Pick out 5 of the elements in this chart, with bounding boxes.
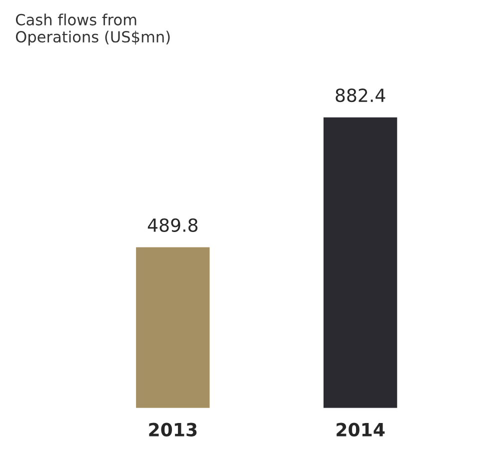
x-tick-label: 2013: [149, 422, 197, 436]
x-tick-label: 2014: [336, 422, 385, 436]
data-label: 489.8: [148, 218, 198, 232]
data-label: 882.4: [336, 88, 386, 102]
chart-title: Cash flows from Operations (US$mn): [16, 14, 170, 46]
